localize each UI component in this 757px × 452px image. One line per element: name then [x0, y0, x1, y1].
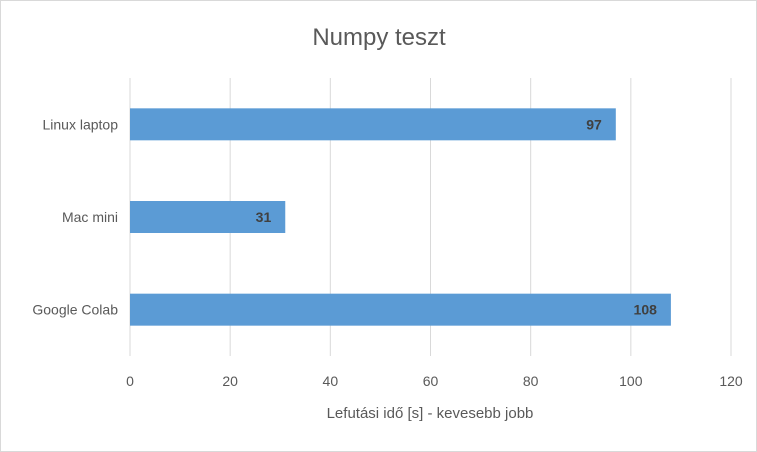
- x-tick-label: 80: [523, 373, 539, 389]
- x-tick-label: 120: [719, 373, 743, 389]
- data-label: 31: [256, 209, 272, 225]
- category-label: Linux laptop: [42, 116, 118, 132]
- data-label: 97: [586, 116, 602, 132]
- x-tick-labels: 0 20 40 60 80 100 120: [126, 373, 743, 389]
- category-label: Mac mini: [62, 209, 118, 225]
- x-tick-label: 40: [323, 373, 339, 389]
- x-tick-label: 60: [423, 373, 439, 389]
- category-labels: Linux laptop Mac mini Google Colab: [32, 116, 118, 317]
- category-label: Google Colab: [32, 302, 118, 318]
- x-tick-label: 100: [619, 373, 643, 389]
- chart-title: Numpy teszt: [312, 24, 446, 51]
- bar: [130, 293, 671, 326]
- x-axis-label: Lefutási idő [s] - kevesebb jobb: [327, 405, 534, 422]
- bar: [130, 201, 286, 233]
- data-labels: 97 31 108: [256, 116, 657, 317]
- x-tick-label: 20: [222, 373, 238, 389]
- x-tick-label: 0: [126, 373, 134, 389]
- bar: [130, 108, 616, 141]
- data-label: 108: [634, 302, 658, 318]
- bars: [130, 108, 671, 326]
